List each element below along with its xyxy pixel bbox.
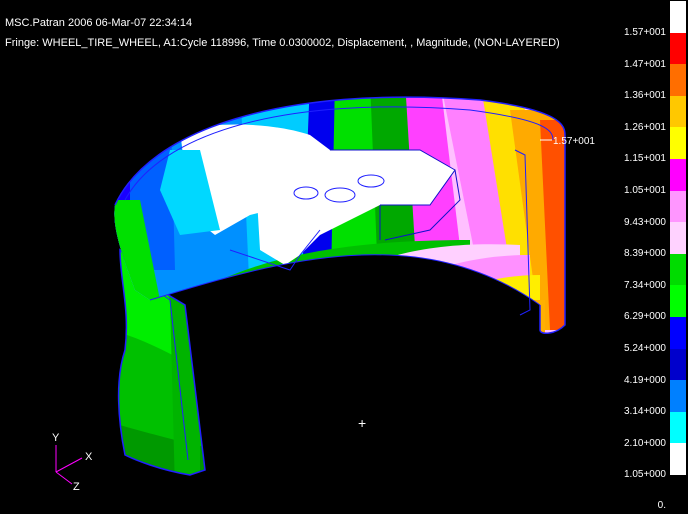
legend-color-swatch [670,253,686,286]
legend-label: 1.47+001 [624,58,666,70]
legend-label: 1.36+001 [624,90,666,102]
legend-label: 9.43+000 [624,216,666,228]
legend-label: 6.29+000 [624,311,666,323]
legend-color-swatch [670,285,686,318]
legend-color-swatch [670,222,686,255]
legend-color-swatch [670,443,686,476]
legend-color-swatch [670,411,686,444]
legend-color-swatch [670,348,686,381]
legend-label: 4.19+000 [624,374,666,386]
axis-x-label: X [85,451,93,463]
legend-color-swatch [670,32,686,65]
legend-label: 8.39+000 [624,248,666,260]
axis-y-label: Y [52,432,60,444]
legend-label: 1.57+001 [624,27,666,38]
legend-label: 1.05+001 [624,185,666,196]
legend-label: 7.34+000 [624,279,666,291]
legend-color-swatch [670,317,686,349]
axis-triad: Y X Z [52,432,93,493]
fringe-description: Fringe: WHEEL_TIRE_WHEEL, A1:Cycle 11899… [5,37,560,49]
max-value-label: 1.57+001 [553,136,595,147]
legend-color-swatch [670,1,686,33]
header-title: MSC.Patran 2006 06-Mar-07 22:34:14 [5,17,193,29]
legend-color-swatch [670,95,686,128]
legend-label: 1.05+000 [624,469,666,481]
legend-label: 1.15+001 [624,153,666,165]
legend-label: 0. [657,500,666,511]
legend-label: 2.10+000 [624,437,666,449]
legend-color-swatch [670,159,686,191]
legend-color-swatch [670,380,686,413]
legend-label: 5.24+000 [624,343,666,354]
legend-label: 1.26+001 [624,121,666,133]
axis-z-label: Z [73,481,80,493]
legend-color-swatch [670,64,686,97]
legend-color-swatch [670,190,686,223]
cursor-crosshair: + [358,415,366,431]
legend-color-swatch [670,127,686,160]
legend-label: 3.14+000 [624,406,666,418]
